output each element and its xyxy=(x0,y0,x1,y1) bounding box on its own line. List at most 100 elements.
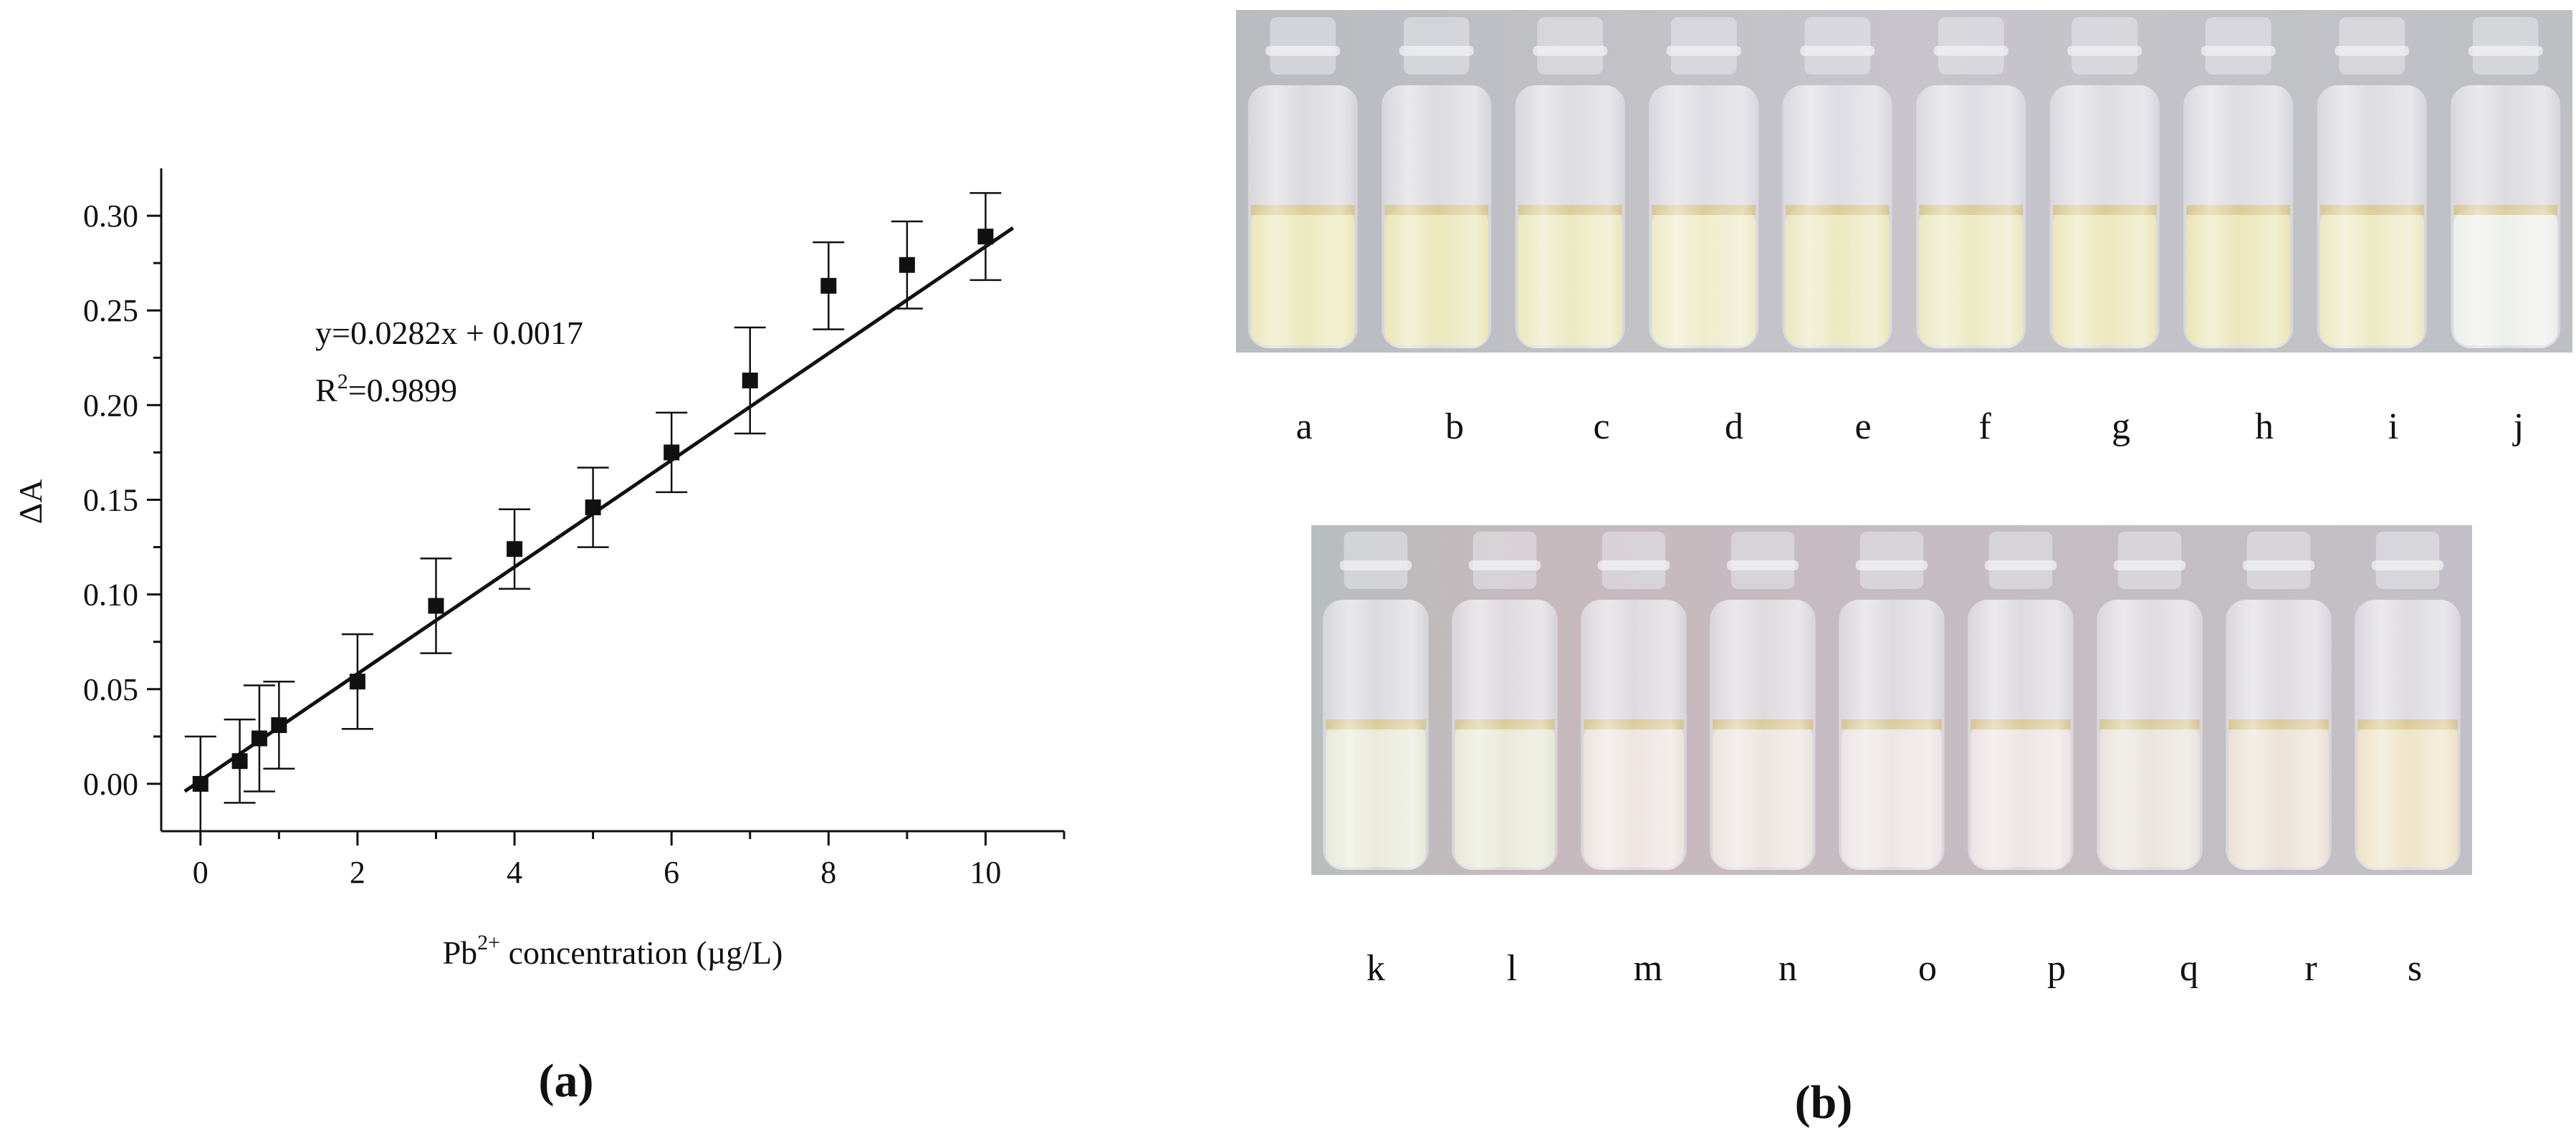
vial-label-k: k xyxy=(1366,948,1385,989)
vial-glass-highlight xyxy=(1452,600,1558,870)
vial-label-f: f xyxy=(1978,406,1991,447)
x-tick-label: 4 xyxy=(507,855,522,890)
vial-rim xyxy=(2067,46,2142,56)
data-point xyxy=(507,541,523,557)
vial-glass-highlight xyxy=(1710,600,1816,870)
vial-l xyxy=(1452,532,1558,870)
panel-label-b: (b) xyxy=(1795,1076,1853,1129)
y-ticks: 0.00 0.05 0.10 0.15 0.20 0.25 0.30 xyxy=(83,198,161,802)
data-point xyxy=(192,775,209,792)
vial-rim xyxy=(1597,560,1670,570)
vial-rim xyxy=(2242,560,2315,570)
vial-label-l: l xyxy=(1507,948,1517,989)
x-tick-label: 10 xyxy=(969,855,1001,890)
vial-d xyxy=(1649,17,1759,348)
vial-rim xyxy=(1468,560,1541,570)
vial-label-m: m xyxy=(1634,948,1662,989)
vial-label-s: s xyxy=(2408,948,2422,989)
x-ticks: 0 2 4 6 8 10 xyxy=(193,831,1066,890)
vial-f xyxy=(1916,17,2026,348)
x-tick-label: 0 xyxy=(193,855,209,890)
vial-glass-highlight xyxy=(2226,600,2332,870)
vial-e xyxy=(1782,17,1892,348)
vial-label-o: o xyxy=(1918,948,1937,989)
y-axis-title: ΔA xyxy=(12,479,49,525)
vial-glass-highlight xyxy=(1248,85,1358,348)
vial-label-e: e xyxy=(1854,406,1871,447)
vial-glass-highlight xyxy=(1782,85,1892,348)
vial-rim xyxy=(2113,560,2186,570)
vial-glass-highlight xyxy=(1916,85,2026,348)
vial-p xyxy=(1968,532,2074,870)
vial-label-q: q xyxy=(2180,948,2198,989)
vial-m xyxy=(1581,532,1687,870)
vial-label-d: d xyxy=(1725,406,1743,447)
y-tick-label: 0.10 xyxy=(83,578,138,613)
vial-label-c: c xyxy=(1593,406,1609,447)
vial-label-r: r xyxy=(2304,948,2317,989)
vial-glass-highlight xyxy=(2317,85,2427,348)
vial-label-i: i xyxy=(2388,406,2398,447)
data-point xyxy=(231,753,248,770)
x-axis-title: Pb2+ concentration (µg/L) xyxy=(443,931,783,971)
data-point xyxy=(664,444,680,461)
vial-s xyxy=(2355,532,2461,870)
vial-photo-bottom xyxy=(1311,525,2472,875)
data-point xyxy=(271,717,287,733)
x-tick-label: 2 xyxy=(350,855,365,890)
vial-glass-highlight xyxy=(1515,85,1625,348)
data-point xyxy=(820,277,837,294)
vial-label-b: b xyxy=(1445,406,1464,447)
data-point xyxy=(899,257,915,273)
vial-rim xyxy=(1265,46,1341,56)
vial-rim xyxy=(1855,560,1928,570)
data-point xyxy=(977,229,994,245)
vial-rim xyxy=(1726,560,1799,570)
vial-glass-highlight xyxy=(1968,600,2074,870)
calibration-chart: 0.00 0.05 0.10 0.15 0.20 0.25 0.30 0 2 4 6 8 10 y=0… xyxy=(12,168,1066,1107)
vial-rim xyxy=(2201,46,2276,56)
vial-o xyxy=(1839,532,1945,870)
vial-glass-highlight xyxy=(2097,600,2203,870)
vial-b xyxy=(1382,17,1492,348)
vial-glass-highlight xyxy=(2451,85,2561,348)
data-point xyxy=(585,499,601,516)
x-tick-label: 6 xyxy=(664,855,679,890)
vial-n xyxy=(1710,532,1816,870)
vial-label-a: a xyxy=(1296,406,1312,447)
vial-g xyxy=(2049,17,2160,348)
vial-j xyxy=(2451,17,2561,348)
vial-rim xyxy=(1800,46,1875,56)
vial-labels-bottom: k l m n o p q r s xyxy=(1366,948,2422,989)
vial-glass-highlight xyxy=(1382,85,1492,348)
vial-rim xyxy=(1984,560,2057,570)
vial-glass-highlight xyxy=(1323,600,1429,870)
vial-label-j: j xyxy=(2512,406,2524,447)
vial-rim xyxy=(2335,46,2410,56)
data-point xyxy=(251,730,267,747)
vial-rim xyxy=(2371,560,2444,570)
vial-q xyxy=(2097,532,2203,870)
data-point xyxy=(428,598,444,614)
vial-rim xyxy=(1666,46,1741,56)
data-points xyxy=(192,229,994,792)
vial-h xyxy=(2183,17,2294,348)
vial-c xyxy=(1515,17,1625,348)
vial-i xyxy=(2317,17,2427,348)
vial-rim xyxy=(1339,560,1412,570)
vial-rim xyxy=(1533,46,1608,56)
vial-glass-highlight xyxy=(2049,85,2160,348)
y-tick-label: 0.20 xyxy=(83,388,138,423)
x-tick-label: 8 xyxy=(820,855,836,890)
vial-a xyxy=(1248,17,1358,348)
vial-rim xyxy=(1933,46,2008,56)
vial-labels-top: a b c d e f g h i j xyxy=(1296,406,2524,447)
vial-label-n: n xyxy=(1778,948,1797,989)
vial-rim xyxy=(2468,46,2543,56)
vial-glass-highlight xyxy=(1649,85,1759,348)
vial-label-h: h xyxy=(2255,406,2274,447)
vial-glass-highlight xyxy=(1839,600,1945,870)
vial-glass-highlight xyxy=(2183,85,2294,348)
vial-k xyxy=(1323,532,1429,870)
